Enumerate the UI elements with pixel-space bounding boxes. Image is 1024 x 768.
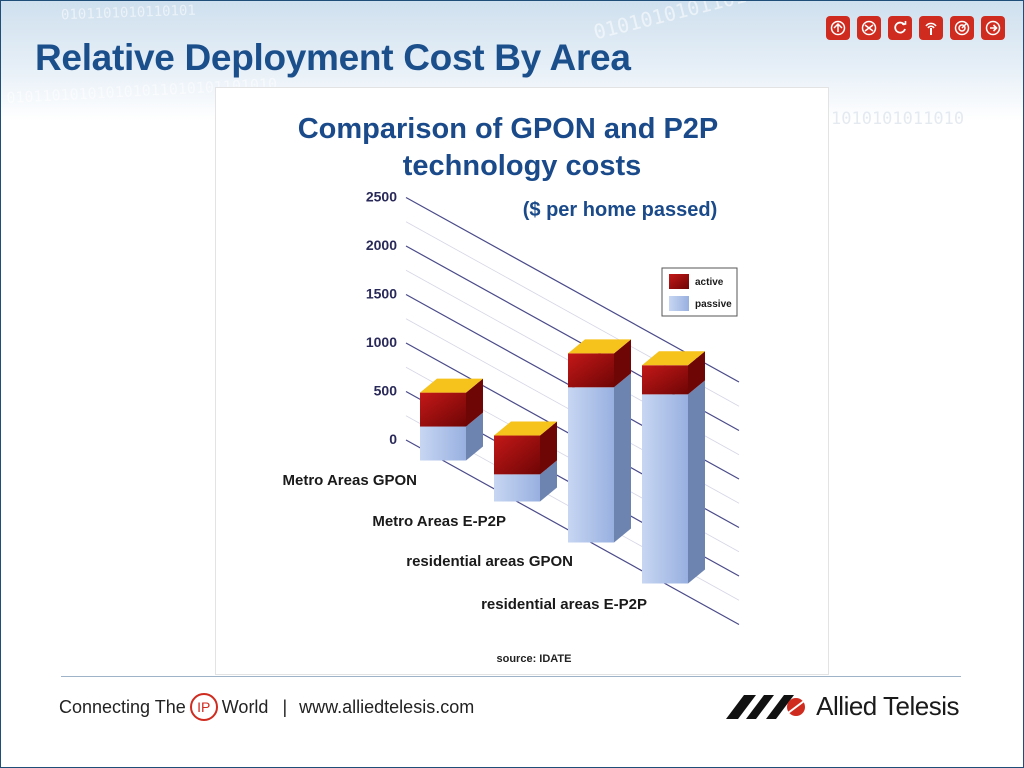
bar-segment-active <box>568 353 614 388</box>
bar-segment-passive <box>642 394 688 584</box>
bar-segment-active <box>420 392 466 427</box>
footer-separator: | <box>282 696 288 717</box>
bar-segment-passive <box>494 474 540 502</box>
chart-card: Comparison of GPON and P2P technology co… <box>215 87 829 675</box>
y-tick-label: 2000 <box>366 237 397 253</box>
bar-side-passive <box>688 380 705 584</box>
bar-side-active <box>466 378 483 427</box>
bar-top <box>494 421 557 436</box>
bar-side-active <box>688 351 705 395</box>
legend-label-active: active <box>695 277 724 288</box>
tagline-after: World <box>221 696 269 717</box>
y-axis-ticks: 0 500 1000 1500 2000 2500 <box>366 189 397 448</box>
legend-swatch-passive <box>669 296 689 311</box>
bar-side-active <box>614 339 631 388</box>
bar-segment-active <box>494 435 540 475</box>
allied-telesis-logo: Allied Telesis <box>726 691 959 722</box>
chart-title-line-1: Comparison of GPON and P2P <box>298 113 719 145</box>
legend-swatch-active <box>669 274 689 289</box>
antenna-icon <box>919 16 943 40</box>
allied-telesis-mark-icon <box>726 694 806 719</box>
target-icon <box>950 16 974 40</box>
bar-stack <box>420 378 483 461</box>
binary-decoration-topleft: 0101101010110101 <box>60 2 197 24</box>
bar-side-passive <box>614 373 631 543</box>
category-label: Metro Areas GPON <box>283 472 417 489</box>
brand-name: Allied Telesis <box>816 691 959 721</box>
refresh-icon <box>888 16 912 40</box>
chart-bars <box>420 339 705 584</box>
cost-comparison-chart: Comparison of GPON and P2P technology co… <box>283 113 740 665</box>
y-tick-label: 500 <box>374 383 398 399</box>
bar-stack <box>568 339 631 543</box>
bar-side-passive <box>540 460 557 502</box>
directions-icon <box>826 16 850 40</box>
bar-side-passive <box>466 412 483 461</box>
category-label: Metro Areas E-P2P <box>372 513 506 530</box>
chart-subtitle: ($ per home passed) <box>523 199 718 221</box>
category-label: residential areas GPON <box>406 553 573 570</box>
bar-stack <box>494 421 557 502</box>
category-label: residential areas E-P2P <box>481 596 647 613</box>
forward-icon <box>981 16 1005 40</box>
bar-top <box>420 378 483 393</box>
header-icon-bar <box>826 16 1005 40</box>
chart-legend: active passive <box>661 267 738 317</box>
chart-source: source: IDATE <box>497 653 572 665</box>
bar-segment-passive <box>420 426 466 461</box>
bar-top <box>568 339 631 354</box>
category-labels: Metro Areas GPON Metro Areas E-P2P residen… <box>283 472 647 613</box>
bar-segment-active <box>642 365 688 395</box>
footer-tagline: Connecting The IP World | www.alliedtele… <box>59 693 474 721</box>
footer-url[interactable]: www.alliedtelesis.com <box>299 696 475 717</box>
chart-title-line-2: technology costs <box>403 150 642 182</box>
bar-stack <box>642 351 705 584</box>
binary-decoration-right: 1010101011010 <box>831 109 965 129</box>
y-tick-label: 0 <box>389 431 397 447</box>
legend-label-passive: passive <box>695 299 732 310</box>
tagline-before: Connecting The <box>59 696 186 717</box>
bar-segment-passive <box>568 387 614 543</box>
y-tick-label: 2500 <box>366 189 397 205</box>
y-tick-label: 1500 <box>366 286 397 302</box>
bar-side-active <box>540 421 557 475</box>
shuffle-icon <box>857 16 881 40</box>
y-tick-label: 1000 <box>366 334 397 350</box>
ip-logo-circle: IP <box>189 693 218 721</box>
footer-divider <box>61 676 961 677</box>
bar-top <box>642 351 705 366</box>
slide-title: Relative Deployment Cost By Area <box>35 37 631 78</box>
